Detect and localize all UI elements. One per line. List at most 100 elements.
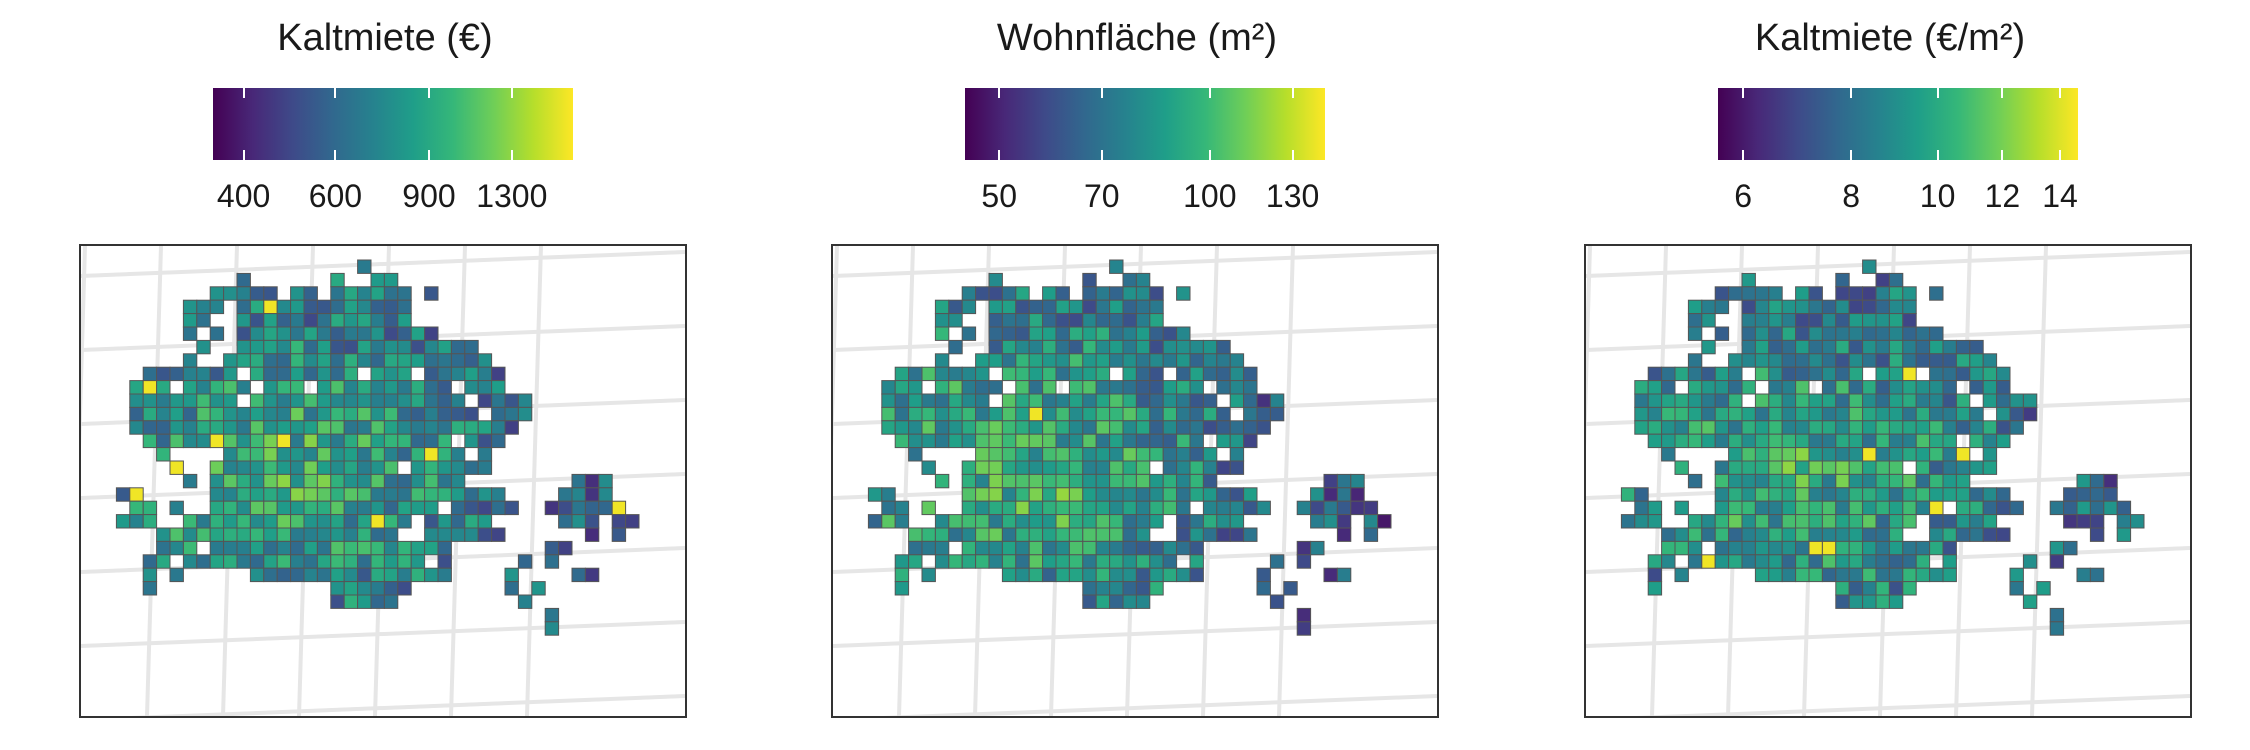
grid-cell	[1808, 447, 1823, 462]
grid-cell	[1929, 353, 1944, 368]
grid-cell	[357, 514, 372, 529]
grid-cell	[1109, 447, 1124, 462]
grid-cell	[1754, 313, 1770, 328]
grid-cell	[1122, 540, 1137, 556]
grid-cell	[1661, 527, 1676, 542]
grid-cell	[1243, 433, 1258, 449]
grid-cell	[1135, 339, 1151, 355]
grid-cell	[357, 393, 372, 408]
grid-cell	[584, 527, 600, 542]
grid-cell	[1109, 433, 1124, 449]
grid-cell	[316, 393, 332, 408]
grid-cell	[1674, 433, 1689, 449]
grid-cell	[1015, 540, 1030, 556]
colorbar-tick-mark	[1291, 88, 1294, 98]
grid-cell	[1095, 299, 1111, 315]
grid-cell	[1162, 540, 1178, 556]
grid-cell	[263, 366, 278, 382]
grid-cell	[1015, 366, 1030, 382]
grid-cell	[1888, 286, 1904, 301]
grid-cell	[156, 420, 171, 435]
grid-cell	[464, 406, 479, 422]
grid-cell	[1768, 406, 1783, 422]
grid-cell	[1768, 473, 1783, 489]
colorbar-tick-mark	[1100, 88, 1103, 98]
grid-cell	[1741, 447, 1756, 462]
grid-cell	[450, 406, 466, 422]
grid-cell	[1687, 433, 1703, 449]
grid-cell	[1310, 500, 1325, 516]
grid-cell	[383, 554, 399, 569]
grid-cell	[1149, 313, 1164, 328]
grid-cell	[1835, 420, 1850, 435]
grid-cell	[263, 487, 278, 502]
grid-cell	[2089, 567, 2105, 583]
grid-cell	[1821, 326, 1837, 341]
grid-cell	[1888, 393, 1904, 408]
grid-cell	[1216, 500, 1231, 516]
grid-cell	[1835, 487, 1850, 502]
grid-cell	[1042, 353, 1057, 368]
grid-cell	[1888, 473, 1904, 489]
grid-cell	[263, 527, 278, 542]
grid-cell	[276, 406, 292, 422]
map-grid	[81, 246, 685, 716]
grid-cell	[1122, 299, 1137, 315]
grid-cell	[1821, 460, 1837, 475]
grid-cell	[558, 540, 573, 556]
grid-cell	[1808, 433, 1823, 449]
grid-cell	[477, 393, 493, 408]
grid-cell	[1068, 527, 1084, 542]
grid-cell	[1955, 366, 1971, 382]
grid-cell	[1082, 380, 1097, 395]
panel-wohnflaeche: Wohnfläche (m²) 50 70 100 130	[827, 0, 1447, 750]
grid-cell	[156, 393, 171, 408]
grid-cell	[1955, 473, 1971, 489]
grid-cell	[1001, 527, 1017, 542]
grid-cell	[1969, 527, 1984, 542]
grid-cell	[1176, 433, 1191, 449]
grid-cell	[1888, 500, 1904, 516]
grid-cell	[1821, 393, 1837, 408]
grid-cell	[894, 393, 910, 408]
grid-cell	[1795, 420, 1810, 435]
grid-cell	[1808, 527, 1823, 542]
colorbar	[1718, 88, 2078, 160]
grid-cell	[934, 353, 950, 368]
grid-cell	[1955, 339, 1971, 355]
grid-cell	[1875, 460, 1890, 475]
grid-cell	[1687, 514, 1703, 529]
grid-cell	[290, 326, 305, 341]
grid-cell	[1109, 326, 1124, 341]
grid-cell	[975, 393, 990, 408]
grid-cell	[1848, 393, 1864, 408]
grid-cell	[1687, 473, 1703, 489]
grid-cell	[1028, 393, 1044, 408]
grid-cell	[1095, 540, 1111, 556]
grid-cell	[1781, 393, 1797, 408]
grid-cell	[504, 567, 519, 583]
grid-cell	[1768, 313, 1783, 328]
grid-cell	[1728, 420, 1743, 435]
grid-cell	[1109, 554, 1124, 569]
grid-cell	[223, 460, 238, 475]
grid-cell	[1082, 272, 1097, 288]
grid-cell	[330, 500, 345, 516]
grid-cell	[1741, 460, 1756, 475]
grid-cell	[1661, 406, 1676, 422]
grid-cell	[236, 527, 251, 542]
grid-cell	[1862, 554, 1877, 569]
grid-cell	[881, 514, 896, 529]
grid-cell	[276, 487, 292, 502]
grid-cell	[1068, 433, 1084, 449]
grid-cell	[1055, 460, 1070, 475]
grid-cell	[156, 433, 171, 449]
grid-cell	[424, 447, 439, 462]
grid-cell	[236, 540, 251, 556]
graticule-meridian	[1586, 246, 1592, 448]
grid-cell	[1189, 353, 1204, 368]
grid-cell	[1835, 272, 1850, 288]
grid-cell	[357, 313, 372, 328]
grid-cell	[397, 299, 412, 315]
grid-cell	[1754, 366, 1770, 382]
